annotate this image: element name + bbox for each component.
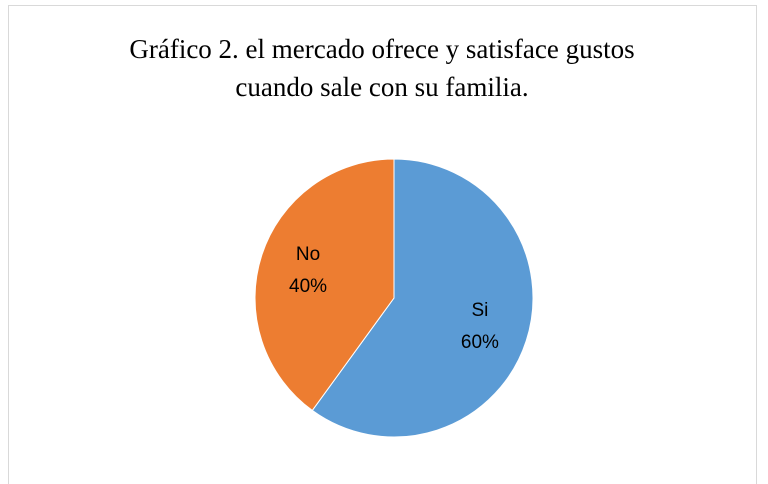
chart-title: cuando sale con su familia. — [235, 72, 528, 102]
slice-label: Si 60% — [461, 300, 499, 353]
slice-label: No 40% — [289, 244, 327, 297]
slice-value: 40% — [289, 276, 327, 297]
chart-title: Gráfico 2. el mercado ofrece y satisface… — [129, 34, 634, 64]
slice-category: Si — [471, 300, 488, 321]
slice-value: 60% — [461, 332, 499, 353]
pie-slice — [311, 158, 534, 438]
pie-slice — [254, 158, 395, 412]
slice-category: No — [296, 244, 320, 265]
